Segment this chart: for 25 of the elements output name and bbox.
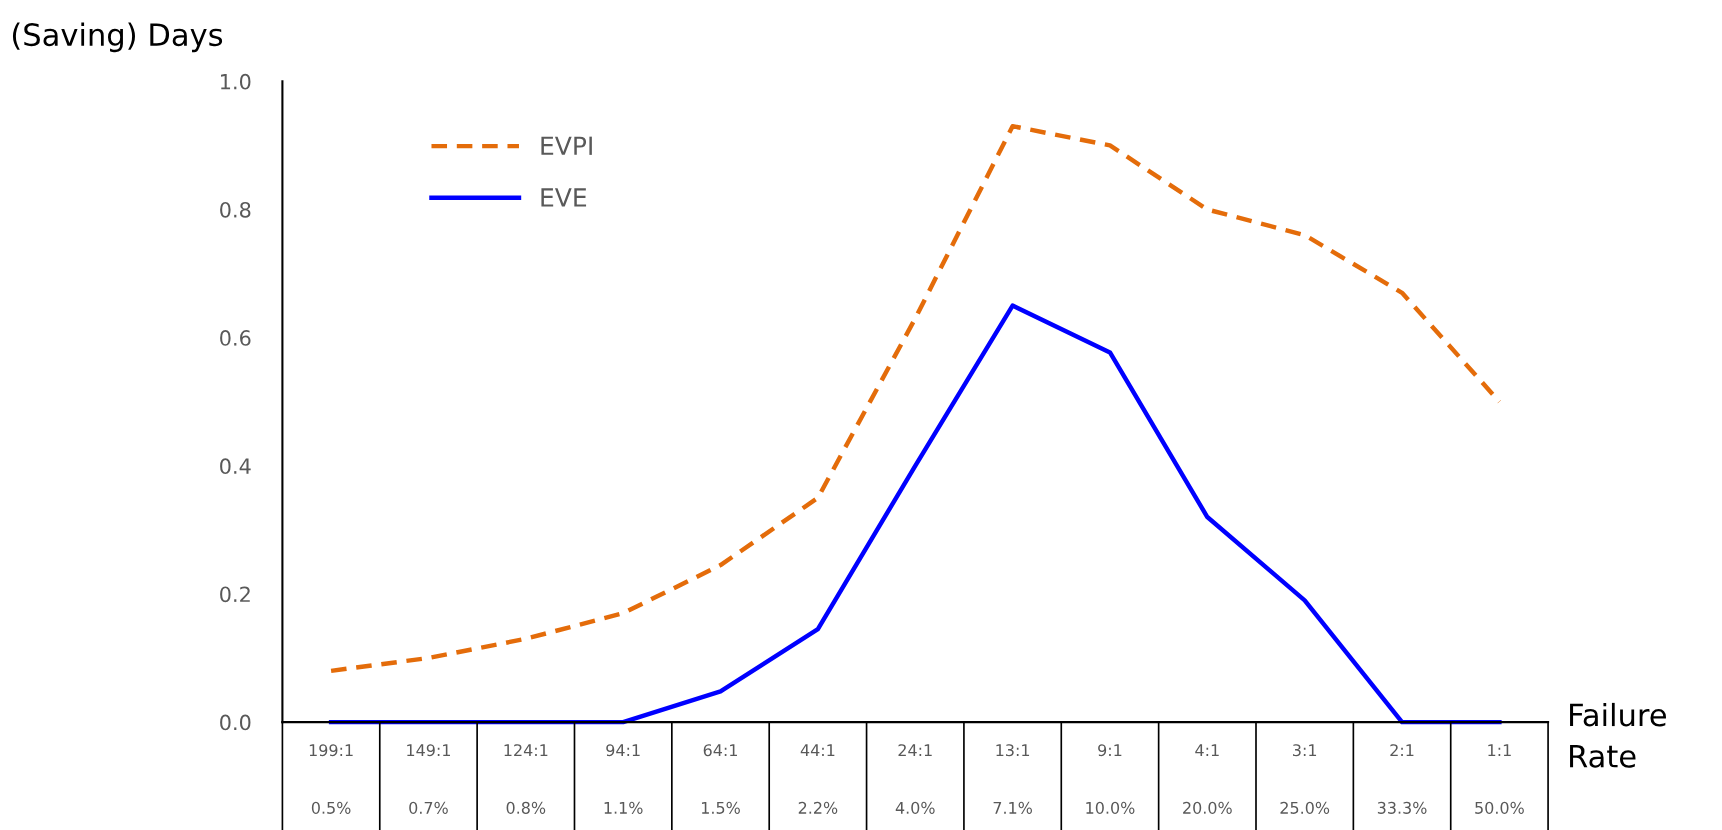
y-tick-label: 0.6 [220,330,251,346]
category-label: 13:1 7.1% [993,744,1033,814]
category-label: 94:1 1.1% [604,744,643,814]
category-label: 149:1 0.7% [407,744,450,814]
category-label: 64:1 1.5% [701,744,740,814]
y-tick-label: 0.8 [220,201,251,218]
category-label: 1:1 50.0% [1475,744,1524,814]
category-label: 4:1 20.0% [1183,744,1232,814]
category-label: 2:1 33.3% [1377,744,1427,814]
category-label: 24:1 4.0% [895,744,935,814]
y-tick-label: 0.2 [220,586,250,603]
line-series [328,123,1502,674]
category-label: 44:1 2.2% [798,744,838,814]
category-label: 199:1 0.5% [309,744,353,814]
x-axis-title: Failure Rate [1570,702,1666,768]
category-label: 3:1 25.0% [1280,744,1330,814]
legend-label: EVPI [541,136,592,155]
category-label: 124:1 0.8% [504,744,548,814]
y-tick-label: 0.0 [220,714,251,731]
legend-label: EVE [541,188,587,207]
y-tick-label: 0.4 [220,458,251,475]
y-tick-label: 1.0 [221,73,251,90]
y-axis-title: (Saving) Days [12,22,223,53]
category-label: 9:1 10.0% [1086,744,1135,814]
line-series [328,303,1502,725]
